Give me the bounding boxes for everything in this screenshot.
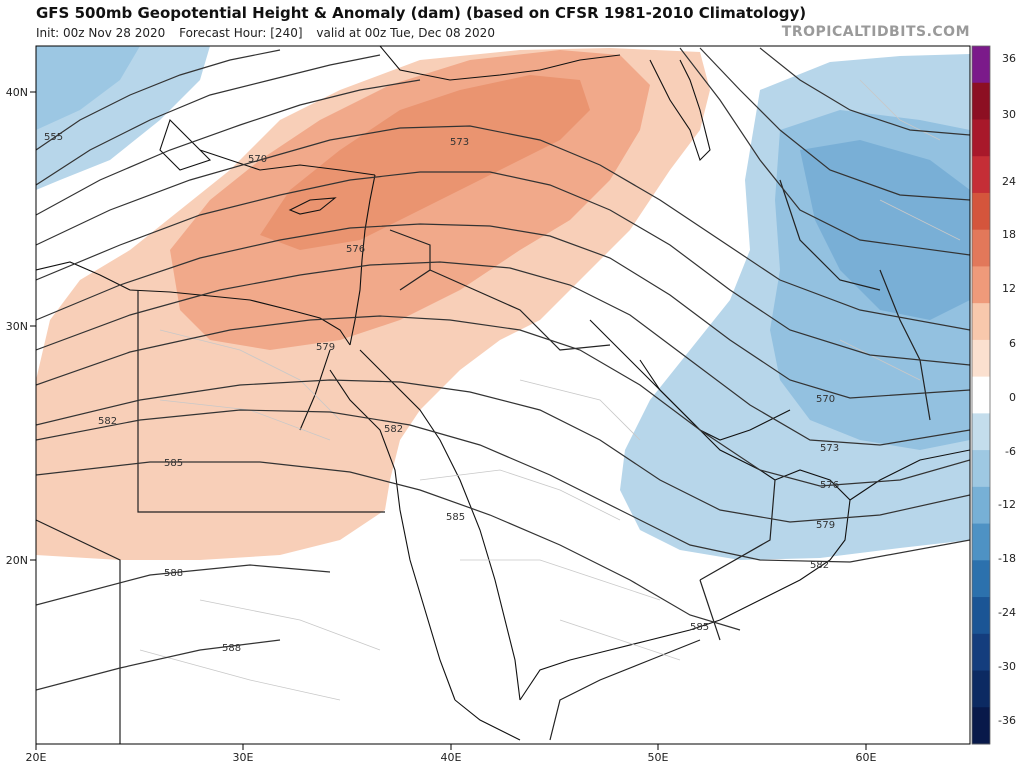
colorbar-swatch — [972, 229, 990, 267]
lat-tick-label: 30N — [6, 320, 28, 333]
contour-label: 588 — [164, 568, 183, 579]
colorbar-swatch — [972, 192, 990, 231]
colorbar-label: 36 — [1002, 52, 1016, 65]
colorbar-swatch — [972, 156, 990, 194]
lon-tick-label: 60E — [856, 751, 877, 764]
contour-561 — [36, 79, 421, 216]
contour-label: 573 — [820, 443, 839, 454]
lat-tick-label: 40N — [6, 86, 28, 99]
contour-label: 570 — [816, 394, 835, 405]
contour-588 — [36, 564, 331, 606]
site-watermark: TROPICALTIDBITS.COM — [781, 24, 970, 40]
lon-tick-label: 50E — [648, 751, 669, 764]
borders — [36, 179, 931, 744]
colorbar-label: 0 — [1009, 391, 1016, 404]
colorbar-swatch — [972, 597, 990, 635]
contour-label: 585 — [164, 458, 183, 469]
colorbar-swatch — [972, 82, 990, 120]
lat-tick-label: 20N — [6, 554, 28, 567]
contour-564e — [699, 47, 970, 201]
lat-axis: 40N 30N 20N — [6, 86, 36, 567]
map-subtitle: Init: 00z Nov 28 2020 Forecast Hour: [24… — [36, 26, 505, 40]
contour-label: 555 — [44, 132, 63, 143]
map-frame — [35, 45, 971, 745]
colorbar-swatch — [972, 303, 990, 341]
colorbar-label: 12 — [1002, 282, 1016, 295]
map-title: GFS 500mb Geopotential Height & Anomaly … — [36, 4, 807, 22]
colorbar-label: -6 — [1005, 445, 1016, 458]
contour-label: 588 — [222, 643, 241, 654]
colorbar-swatch — [972, 46, 990, 84]
colorbar-label: -30 — [998, 660, 1016, 673]
colorbar-swatch — [972, 560, 990, 598]
warm-anomaly-peak — [260, 75, 590, 250]
contour-label: 576 — [820, 480, 839, 491]
contour-label: 585 — [446, 512, 465, 523]
colorbar-swatch — [972, 523, 990, 561]
colorbar-label: -12 — [998, 498, 1016, 511]
colorbar-label: 30 — [1002, 108, 1016, 121]
colorbar-swatch — [972, 266, 990, 304]
colorbar-label: 18 — [1002, 228, 1016, 241]
lon-tick-label: 30E — [233, 751, 254, 764]
contour-564 — [36, 125, 970, 331]
contour-579 — [36, 379, 970, 523]
colorbar-swatch — [972, 486, 990, 525]
contour-570 — [36, 223, 970, 399]
colorbar-swatch — [972, 413, 990, 451]
colorbar-label: 6 — [1009, 337, 1016, 350]
contour-558 — [36, 54, 381, 186]
cool-anomaly-east-peak — [800, 140, 970, 320]
contour-label: 582 — [810, 560, 829, 571]
contour-582 — [36, 409, 970, 563]
colorbar-label: -36 — [998, 714, 1016, 727]
contour-label: 579 — [816, 520, 835, 531]
lon-axis: 20E 30E 40E 50E 60E — [26, 744, 877, 764]
contour-555 — [36, 49, 281, 151]
init-time: Init: 00z Nov 28 2020 — [36, 26, 166, 40]
colorbar-swatch — [972, 376, 990, 414]
colorbar-swatch — [972, 119, 990, 157]
map-plot-area: 555 570 573 576 579 582 585 588 588 570 … — [36, 46, 970, 744]
colorbar — [971, 45, 991, 745]
colorbar-label: -18 — [998, 552, 1016, 565]
contour-label: 573 — [450, 137, 469, 148]
colorbar-frame — [971, 45, 991, 745]
contour-567 — [36, 171, 970, 366]
contour-567e — [679, 47, 970, 256]
minor-borders — [139, 79, 961, 701]
contour-576 — [36, 315, 970, 487]
cool-anomaly-northwest-core — [36, 46, 140, 130]
contour-label: 585 — [690, 622, 709, 633]
contour-labels: 555 570 573 576 579 582 585 588 588 570 … — [44, 132, 839, 654]
colorbar-swatch — [972, 670, 990, 708]
colorbar-label: -24 — [998, 606, 1016, 619]
valid-time: valid at 00z Tue, Dec 08 2020 — [316, 26, 495, 40]
lon-tick-label: 20E — [26, 751, 47, 764]
contour-label: 582 — [98, 416, 117, 427]
height-contours — [36, 47, 970, 691]
lon-tick-label: 40E — [441, 751, 462, 764]
colorbar-labels: 36 30 24 18 12 6 0 -6 -12 -18 -24 -30 -3… — [998, 52, 1016, 727]
colorbar-swatch — [972, 707, 990, 745]
contour-label: 576 — [346, 244, 365, 255]
contour-label: 570 — [248, 154, 267, 165]
contour-585 — [36, 461, 741, 631]
contour-label: 582 — [384, 424, 403, 435]
contour-label: 579 — [316, 342, 335, 353]
contour-573 — [36, 261, 970, 446]
colorbar-label: 24 — [1002, 175, 1016, 188]
colorbar-swatch — [972, 339, 990, 378]
contour-588b — [36, 639, 281, 691]
contour-561e — [759, 47, 970, 136]
forecast-hour: Forecast Hour: [240] — [179, 26, 303, 40]
colorbar-swatch — [972, 633, 990, 672]
colorbar-swatch — [972, 450, 990, 488]
